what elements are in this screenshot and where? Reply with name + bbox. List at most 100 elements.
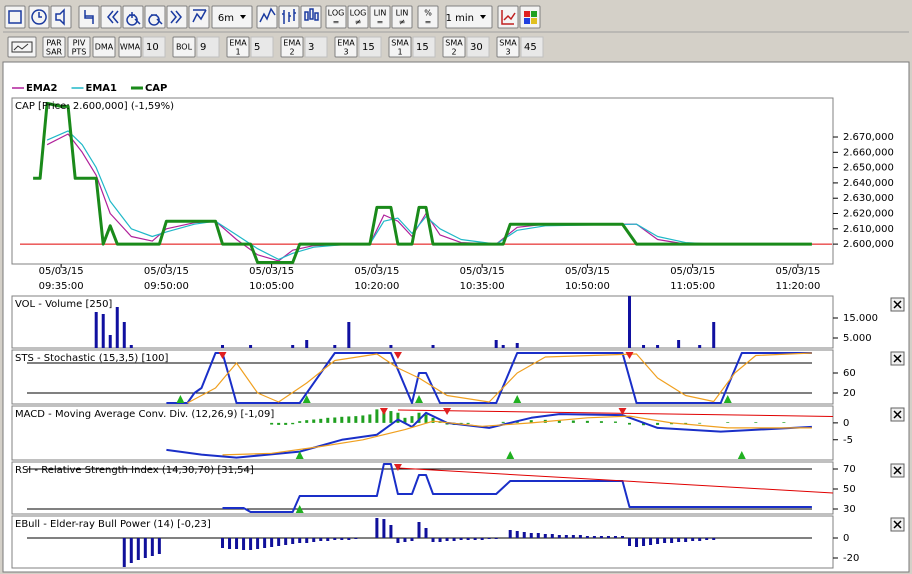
bar	[466, 422, 470, 424]
indicator-value-box[interactable]	[412, 36, 436, 58]
x-tick-time: 10:05:00	[249, 281, 294, 292]
y-tick-label: 20	[843, 388, 856, 399]
indicator-button[interactable]	[334, 36, 358, 58]
bar	[613, 536, 617, 538]
indicator-button[interactable]	[172, 36, 196, 58]
dropdown[interactable]	[211, 5, 253, 29]
x-tick-time: 10:35:00	[460, 281, 505, 292]
indicator-label: WMA	[120, 43, 141, 52]
bar	[340, 538, 344, 540]
palette-swatch	[524, 18, 530, 24]
indicator-button[interactable]	[496, 36, 520, 58]
bar	[494, 538, 498, 539]
bar	[712, 538, 716, 540]
bar	[312, 538, 316, 542]
buy-signal	[176, 395, 185, 403]
scale-button[interactable]	[417, 5, 439, 29]
bar	[319, 538, 323, 541]
bar	[656, 538, 660, 544]
indicator-button[interactable]	[280, 36, 304, 58]
bar	[529, 533, 533, 538]
overlay-button[interactable]	[92, 36, 116, 58]
tool-button[interactable]	[4, 5, 26, 29]
palette-swatch	[531, 11, 537, 17]
bar	[368, 414, 372, 423]
tool-button[interactable]	[100, 5, 122, 29]
indicator-value-box[interactable]	[304, 36, 328, 58]
bar	[382, 519, 386, 538]
sell-signal	[379, 408, 388, 415]
bar	[592, 536, 596, 538]
indicator-button[interactable]	[388, 36, 412, 58]
buy-signal	[723, 395, 732, 403]
bar	[585, 536, 589, 538]
bar	[754, 422, 758, 423]
bar	[417, 522, 421, 538]
y-tick-label: 2.630,000	[843, 193, 894, 204]
bar	[389, 411, 393, 423]
indicator-value-box[interactable]	[358, 36, 382, 58]
tool-button[interactable]	[78, 5, 100, 29]
indicator-value-box[interactable]	[142, 36, 166, 58]
y-tick-label: 2.600,000	[843, 239, 894, 250]
panel-title: STS - Stochastic (15,3,5) [100]	[15, 353, 168, 364]
y-tick-label: 2.650,000	[843, 163, 894, 174]
scale-button[interactable]	[347, 5, 369, 29]
indicator-button[interactable]	[118, 36, 142, 58]
panel-title: EBull - Elder-ray Bull Power (14) [-0,23…	[15, 519, 211, 530]
bar	[705, 538, 709, 540]
indicator-label: 1	[397, 48, 402, 57]
bar	[291, 345, 295, 348]
bar	[291, 538, 295, 544]
bar	[628, 538, 632, 546]
indicator-value-box[interactable]	[520, 36, 544, 58]
scale-button-label: ≠	[399, 18, 406, 27]
chart-type-button-glyph	[259, 7, 276, 23]
bar	[326, 538, 330, 541]
bar	[340, 416, 344, 423]
bar	[522, 532, 526, 538]
bar	[543, 534, 547, 538]
tool-button-glyph	[31, 9, 47, 25]
bar	[221, 538, 225, 548]
close-glyph	[893, 410, 902, 419]
tool-button[interactable]	[50, 5, 72, 29]
scale-button-label: =	[425, 18, 432, 27]
bar	[375, 409, 379, 423]
indicator-value-box[interactable]	[466, 36, 490, 58]
buy-signal	[295, 451, 304, 459]
bar	[375, 518, 379, 538]
bar	[578, 535, 582, 538]
series-line	[222, 463, 812, 513]
bar	[642, 538, 646, 546]
panel-plot	[20, 101, 832, 264]
indicator-label: 2	[451, 48, 456, 57]
tool-button[interactable]	[166, 5, 188, 29]
scale-button[interactable]	[369, 5, 391, 29]
scale-button-label: LIN	[396, 9, 409, 18]
indicator-button[interactable]	[442, 36, 466, 58]
bar	[438, 538, 442, 542]
indicator-value-box[interactable]	[196, 36, 220, 58]
dropdown[interactable]	[445, 5, 493, 29]
sell-signal	[618, 408, 627, 415]
y-tick-label: -20	[843, 553, 859, 564]
indicator-label: EMA	[337, 39, 355, 48]
y-tick-label: 2.660,000	[843, 147, 894, 158]
indicator-label: EMA	[229, 39, 247, 48]
bar	[277, 422, 281, 425]
scale-button[interactable]	[325, 5, 347, 29]
scale-button[interactable]	[391, 5, 413, 29]
bar	[628, 422, 632, 425]
indicator-button[interactable]	[226, 36, 250, 58]
overlay-button[interactable]	[67, 36, 91, 58]
bar	[389, 345, 393, 348]
indicator-value-box[interactable]	[250, 36, 274, 58]
overlay-button[interactable]	[42, 36, 66, 58]
tool-button-glyph	[126, 12, 141, 26]
chart-type-button-glyph	[304, 8, 319, 21]
y-tick-label: -5	[843, 435, 853, 446]
bar	[108, 335, 112, 348]
close-glyph	[893, 300, 902, 309]
legend-label: EMA2	[26, 83, 58, 94]
